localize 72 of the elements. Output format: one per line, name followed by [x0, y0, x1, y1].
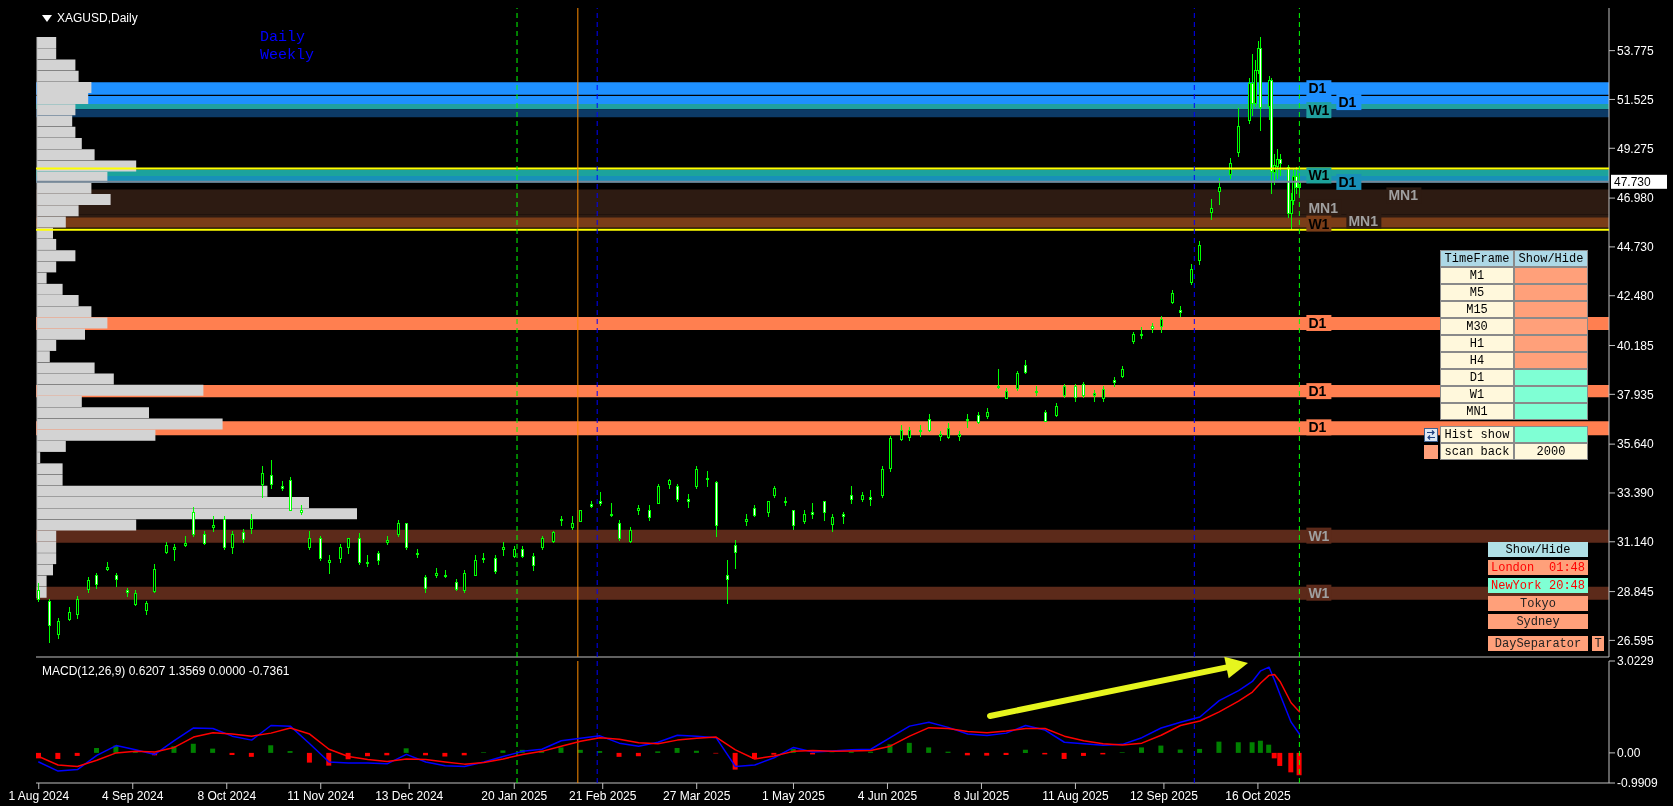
x-tick-label: 4 Sep 2024 — [102, 788, 164, 803]
x-tick-label: 8 Oct 2024 — [197, 788, 257, 803]
band-label: MN1 — [1308, 199, 1339, 216]
band-label: D1 — [1308, 314, 1327, 331]
y-tick-label: 49.275 — [1617, 141, 1655, 156]
y-tick-label: 40.185 — [1617, 338, 1655, 353]
y-tick-label: -0.9909 — [1617, 776, 1659, 791]
y-tick-label: 28.845 — [1617, 584, 1655, 599]
band-label: W1 — [1308, 215, 1330, 232]
x-tick-label: 12 Sep 2025 — [1129, 788, 1199, 803]
band-label: W1 — [1308, 527, 1330, 544]
x-tick-label: 8 Jul 2025 — [953, 788, 1010, 803]
x-tick-label: 21 Feb 2025 — [569, 788, 637, 803]
annotation: TimeFrame — [1444, 251, 1510, 266]
y-tick-label: 3.0229 — [1617, 654, 1655, 669]
annotation: Daily — [260, 29, 306, 46]
y-tick-label: 37.935 — [1617, 387, 1655, 402]
band-label: D1 — [1308, 419, 1327, 436]
band-label: D1 — [1338, 173, 1357, 190]
band-label: W1 — [1308, 167, 1330, 184]
annotation: M5 — [1469, 285, 1485, 300]
x-tick-label: 27 Mar 2025 — [663, 788, 731, 803]
annotation: Show/Hide — [1518, 251, 1584, 266]
x-tick-label: 1 May 2025 — [762, 788, 826, 803]
x-tick-label: 1 Aug 2024 — [8, 788, 70, 803]
ref-line-label: 47.730 — [1614, 174, 1652, 189]
x-tick-label: 11 Aug 2025 — [1042, 788, 1110, 803]
y-tick-label: 42.480 — [1617, 288, 1655, 303]
annotation: H1 — [1469, 336, 1485, 351]
annotation: 2000 — [1536, 444, 1566, 459]
band-label: D1 — [1308, 383, 1327, 400]
band-label: MN1 — [1388, 187, 1419, 204]
annotation: Hist show — [1444, 427, 1510, 442]
x-tick-label: 4 Jun 2025 — [857, 788, 918, 803]
annotation: 01:48 — [1548, 560, 1585, 575]
annotation: H4 — [1469, 353, 1485, 368]
annotation: T — [1594, 636, 1602, 651]
chart-title: MACD(12,26,9) 0.6207 1.3569 0.0000 -0.7361 — [42, 664, 290, 678]
annotation: 20:48 — [1548, 578, 1585, 593]
annotation: MN1 — [1466, 404, 1488, 419]
annotation: Tokyo — [1519, 596, 1556, 611]
y-tick-label: 31.140 — [1617, 535, 1655, 550]
band-label: MN1 — [1348, 212, 1379, 229]
y-tick-label: 26.595 — [1617, 633, 1655, 648]
annotation: NewYork — [1491, 578, 1542, 593]
annotation: London — [1491, 560, 1535, 575]
annotation: D1 — [1469, 370, 1485, 385]
x-tick-label: 16 Oct 2025 — [1225, 788, 1291, 803]
annotation: Weekly — [260, 47, 315, 64]
x-tick-label: 13 Dec 2024 — [375, 788, 444, 803]
band-label: D1 — [1308, 80, 1327, 97]
band-label: D1 — [1338, 94, 1357, 111]
chart-title: XAGUSD,Daily — [57, 11, 138, 25]
y-tick-label: 35.640 — [1617, 437, 1655, 452]
y-tick-label: 51.525 — [1617, 92, 1655, 107]
annotation: scan back — [1444, 444, 1510, 459]
annotation: M30 — [1466, 319, 1488, 334]
annotation: M15 — [1466, 302, 1488, 317]
annotation: W1 — [1469, 387, 1485, 402]
annotation: M1 — [1469, 268, 1485, 283]
x-tick-label: 11 Nov 2024 — [287, 788, 355, 803]
band-label: W1 — [1308, 102, 1330, 119]
x-tick-label: 20 Jan 2025 — [481, 788, 548, 803]
annotation: Sydney — [1516, 614, 1560, 629]
band-label: W1 — [1308, 584, 1330, 601]
annotation: DaySeparator — [1494, 636, 1582, 651]
y-tick-label: 46.980 — [1617, 191, 1655, 206]
annotation: Show/Hide — [1505, 542, 1571, 557]
y-tick-label: 44.730 — [1617, 240, 1655, 255]
y-tick-label: 33.390 — [1617, 486, 1655, 501]
y-tick-label: 0.00 — [1617, 746, 1641, 761]
y-tick-label: 53.775 — [1617, 43, 1655, 58]
